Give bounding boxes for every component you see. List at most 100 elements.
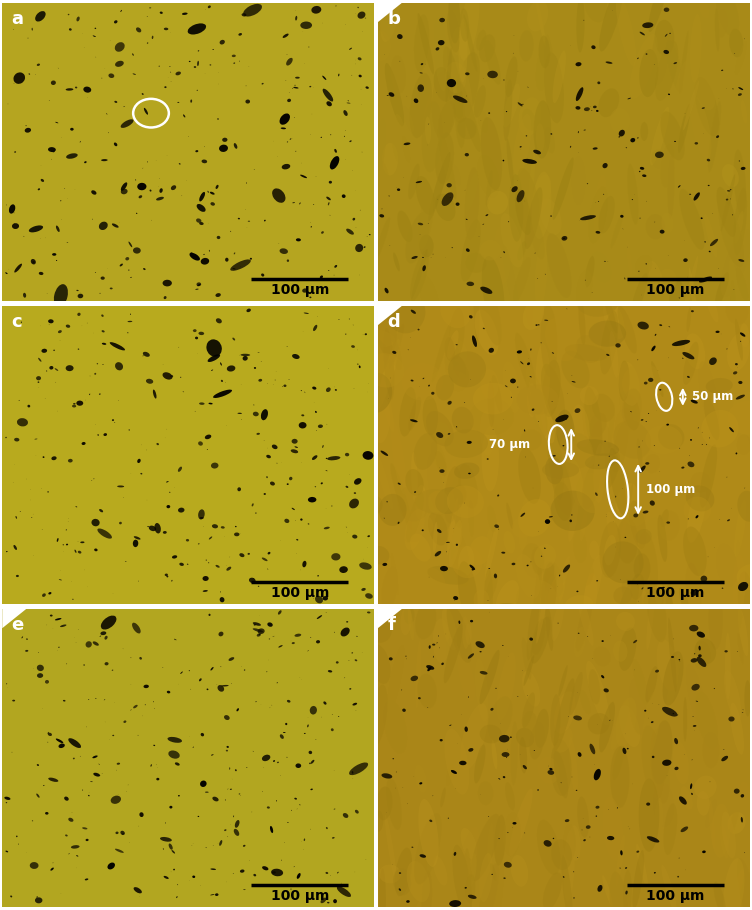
Ellipse shape: [441, 295, 471, 329]
Ellipse shape: [517, 241, 526, 260]
Ellipse shape: [39, 272, 44, 275]
Ellipse shape: [588, 187, 608, 243]
Ellipse shape: [439, 18, 445, 23]
Ellipse shape: [30, 862, 38, 869]
Ellipse shape: [220, 40, 225, 45]
Ellipse shape: [390, 341, 396, 370]
Ellipse shape: [576, 473, 606, 513]
Ellipse shape: [452, 546, 483, 578]
Ellipse shape: [264, 493, 266, 495]
Ellipse shape: [417, 673, 437, 709]
Ellipse shape: [37, 664, 44, 671]
Ellipse shape: [432, 72, 454, 139]
Ellipse shape: [655, 41, 678, 101]
Ellipse shape: [530, 389, 544, 414]
Ellipse shape: [651, 327, 669, 345]
Ellipse shape: [517, 350, 522, 353]
Ellipse shape: [440, 566, 448, 571]
Ellipse shape: [533, 150, 541, 155]
Ellipse shape: [648, 413, 649, 414]
Ellipse shape: [417, 329, 420, 330]
Ellipse shape: [332, 837, 335, 839]
Ellipse shape: [724, 650, 728, 652]
Ellipse shape: [650, 501, 655, 506]
Ellipse shape: [168, 844, 173, 850]
Ellipse shape: [444, 466, 461, 523]
Ellipse shape: [160, 837, 171, 842]
Ellipse shape: [694, 3, 715, 26]
Ellipse shape: [458, 561, 478, 622]
Ellipse shape: [499, 838, 500, 839]
Ellipse shape: [285, 723, 287, 725]
Ellipse shape: [403, 106, 414, 132]
Ellipse shape: [375, 217, 390, 260]
Ellipse shape: [126, 257, 129, 260]
Ellipse shape: [104, 699, 105, 701]
Ellipse shape: [277, 762, 279, 763]
Ellipse shape: [554, 481, 572, 521]
Ellipse shape: [6, 551, 8, 552]
Ellipse shape: [518, 499, 552, 537]
Ellipse shape: [505, 56, 517, 97]
Ellipse shape: [418, 799, 438, 867]
Ellipse shape: [16, 575, 19, 577]
Ellipse shape: [117, 763, 120, 764]
Ellipse shape: [410, 73, 432, 138]
Ellipse shape: [503, 79, 512, 141]
Ellipse shape: [578, 632, 580, 634]
Ellipse shape: [597, 81, 600, 85]
Ellipse shape: [678, 659, 680, 661]
Ellipse shape: [469, 315, 473, 318]
Ellipse shape: [435, 47, 439, 51]
Ellipse shape: [132, 54, 134, 56]
Ellipse shape: [696, 692, 718, 749]
Ellipse shape: [730, 703, 744, 754]
Ellipse shape: [112, 670, 114, 671]
Ellipse shape: [576, 592, 593, 652]
Ellipse shape: [520, 512, 525, 517]
Ellipse shape: [77, 313, 80, 316]
Ellipse shape: [129, 241, 132, 248]
Ellipse shape: [374, 811, 384, 832]
Ellipse shape: [304, 733, 306, 734]
Ellipse shape: [292, 439, 298, 444]
Ellipse shape: [520, 361, 523, 364]
Ellipse shape: [381, 0, 401, 42]
Ellipse shape: [578, 753, 581, 757]
Ellipse shape: [233, 63, 235, 64]
Ellipse shape: [618, 361, 640, 406]
Ellipse shape: [662, 707, 678, 716]
Ellipse shape: [267, 622, 273, 627]
Ellipse shape: [210, 65, 211, 66]
Ellipse shape: [371, 30, 391, 61]
Ellipse shape: [487, 506, 496, 531]
Ellipse shape: [168, 751, 180, 759]
Ellipse shape: [243, 844, 245, 847]
Ellipse shape: [111, 795, 121, 804]
Ellipse shape: [384, 288, 389, 293]
Ellipse shape: [211, 754, 214, 755]
Ellipse shape: [489, 769, 502, 805]
Ellipse shape: [143, 268, 146, 270]
Ellipse shape: [56, 739, 63, 743]
Ellipse shape: [447, 606, 481, 621]
Ellipse shape: [733, 869, 744, 902]
Ellipse shape: [640, 32, 645, 35]
Ellipse shape: [660, 324, 663, 326]
Ellipse shape: [253, 622, 261, 626]
Ellipse shape: [331, 553, 341, 561]
Ellipse shape: [338, 74, 339, 76]
Ellipse shape: [35, 897, 42, 904]
Ellipse shape: [128, 321, 132, 322]
Ellipse shape: [496, 580, 519, 619]
Ellipse shape: [278, 645, 283, 648]
Ellipse shape: [504, 531, 515, 553]
Ellipse shape: [655, 152, 664, 158]
Ellipse shape: [159, 188, 162, 193]
Ellipse shape: [284, 385, 287, 387]
Ellipse shape: [120, 831, 125, 835]
Ellipse shape: [718, 622, 738, 652]
Ellipse shape: [721, 175, 735, 231]
Ellipse shape: [559, 574, 560, 576]
Ellipse shape: [399, 387, 416, 437]
